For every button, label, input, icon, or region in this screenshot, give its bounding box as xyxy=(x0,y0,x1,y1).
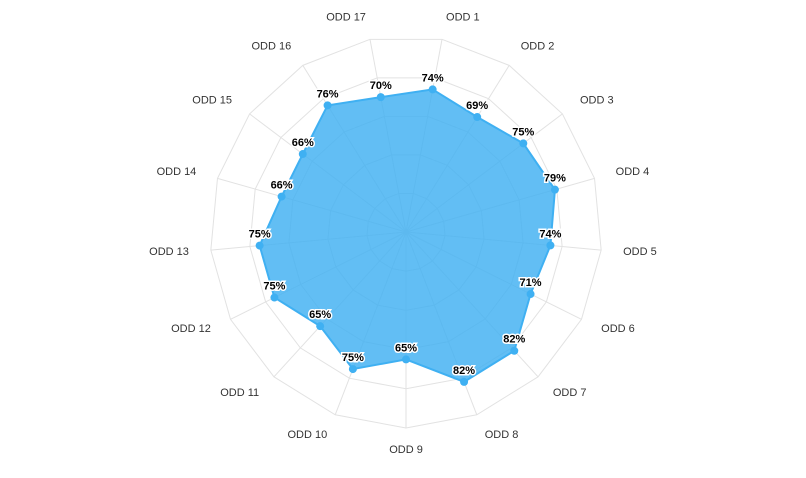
data-point xyxy=(473,113,482,122)
value-label: 66% xyxy=(292,137,314,149)
axis-label: ODD 9 xyxy=(389,444,423,456)
value-label: 82% xyxy=(453,365,475,377)
value-label: 65% xyxy=(395,342,417,354)
axis-label: ODD 3 xyxy=(580,95,614,107)
data-point xyxy=(510,346,519,355)
axis-label: ODD 11 xyxy=(220,387,259,399)
data-point xyxy=(277,192,286,201)
value-label: 66% xyxy=(271,180,293,192)
data-point xyxy=(460,377,469,386)
axis-label: ODD 1 xyxy=(446,12,480,24)
axis-label: ODD 7 xyxy=(553,387,587,399)
value-label: 70% xyxy=(370,80,392,92)
value-label: 76% xyxy=(317,88,339,100)
radar-area xyxy=(258,88,556,383)
axis-label: ODD 15 xyxy=(192,95,232,107)
data-point xyxy=(546,241,555,250)
data-point xyxy=(323,101,332,110)
axis-label: ODD 10 xyxy=(287,429,327,441)
value-label: 74% xyxy=(539,228,561,240)
data-point xyxy=(298,150,307,159)
data-point xyxy=(316,322,325,331)
axis-label: ODD 6 xyxy=(601,323,635,335)
grid-ring xyxy=(249,77,563,390)
data-point xyxy=(255,241,264,250)
axis-label: ODD 17 xyxy=(326,12,366,24)
value-label: 65% xyxy=(309,309,331,321)
data-point xyxy=(270,293,279,302)
data-point xyxy=(519,139,528,148)
data-point xyxy=(550,185,559,194)
axis-label: ODD 5 xyxy=(623,246,657,258)
axis-label: ODD 4 xyxy=(616,166,650,178)
axis-label: ODD 13 xyxy=(149,246,189,258)
grid-ring xyxy=(210,38,602,429)
data-point xyxy=(402,355,410,364)
value-label: 71% xyxy=(520,277,542,289)
data-point xyxy=(526,290,535,299)
axis-label: ODD 8 xyxy=(485,429,519,441)
value-label: 79% xyxy=(544,173,566,185)
value-label: 69% xyxy=(466,100,488,112)
value-label: 75% xyxy=(342,352,364,364)
value-label: 75% xyxy=(512,126,534,138)
axis-label: ODD 14 xyxy=(157,166,197,178)
data-point xyxy=(376,93,385,102)
value-label: 82% xyxy=(503,334,525,346)
data-point xyxy=(428,85,437,94)
value-label: 75% xyxy=(249,228,271,240)
axis-label: ODD 12 xyxy=(171,323,211,335)
axis-label: ODD 2 xyxy=(521,41,555,53)
value-label: 75% xyxy=(263,280,285,292)
data-point xyxy=(348,365,357,374)
value-label: 74% xyxy=(422,72,444,84)
axis-label: ODD 16 xyxy=(251,41,291,53)
